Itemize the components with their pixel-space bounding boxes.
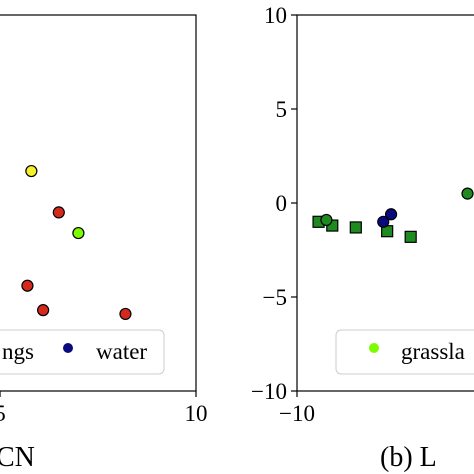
data-point-b: [404, 230, 417, 243]
data-point-a: [25, 164, 38, 178]
legend-marker-water: [63, 343, 73, 353]
data-point-b: [320, 213, 333, 227]
y-tick-label-b: 0: [276, 191, 288, 216]
y-tick-label-b: 5: [276, 97, 288, 122]
x-tick-label-a: 5: [0, 401, 6, 426]
data-point-a: [37, 304, 50, 317]
data-point-b: [377, 215, 390, 228]
data-point-a: [52, 206, 65, 219]
y-tick-label-b: −10: [251, 379, 287, 404]
legend-marker-grassland: [369, 343, 379, 353]
legend-label-a: ngs: [2, 339, 34, 364]
y-tick-label-b: 10: [264, 3, 287, 28]
data-point-b: [384, 208, 398, 221]
plot-frame-a: [0, 14, 197, 392]
caption-a: CN: [0, 442, 35, 473]
legend-label-grassland: grassla: [401, 339, 465, 364]
x-tick-label-a: 10: [185, 401, 208, 426]
data-point-b: [349, 221, 362, 234]
y-tick-label-b: −5: [263, 285, 287, 310]
legend-label-water: water: [96, 339, 147, 364]
x-tick-label-b: −10: [279, 401, 315, 426]
caption-b: (b) L: [380, 442, 437, 473]
data-point-a: [72, 226, 85, 240]
data-point-a: [21, 279, 34, 292]
scatter-panel-b: 10 5 0 −5 −10−10 grassla (b) L: [251, 3, 474, 473]
scatter-panel-a: 5 10 ngs water CN: [0, 14, 208, 473]
legend-box-a: [0, 329, 165, 375]
data-point-b: [461, 187, 474, 200]
legend-box-b: [335, 329, 474, 375]
data-point-a: [119, 307, 132, 321]
